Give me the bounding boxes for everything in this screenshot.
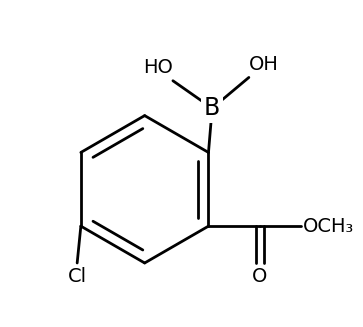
- Text: Cl: Cl: [68, 267, 87, 286]
- Text: OCH₃: OCH₃: [302, 216, 354, 236]
- Text: O: O: [252, 267, 268, 286]
- Text: HO: HO: [143, 58, 173, 77]
- Text: OH: OH: [249, 55, 279, 74]
- Text: B: B: [204, 96, 220, 120]
